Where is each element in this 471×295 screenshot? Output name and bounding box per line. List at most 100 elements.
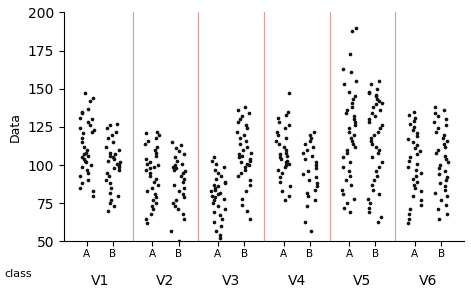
Point xyxy=(375,164,382,169)
Point xyxy=(237,171,244,175)
Point xyxy=(218,224,225,229)
Point xyxy=(378,123,386,128)
Point xyxy=(440,108,447,112)
Point xyxy=(365,89,373,94)
Point xyxy=(311,198,319,203)
Point xyxy=(303,190,311,195)
Point xyxy=(211,198,218,203)
Point xyxy=(220,164,228,169)
Point xyxy=(175,149,182,154)
Point xyxy=(211,219,218,224)
Point xyxy=(239,148,246,152)
Point xyxy=(436,216,443,221)
Point xyxy=(172,198,180,203)
Point xyxy=(142,216,149,221)
Point xyxy=(81,158,89,163)
Point xyxy=(339,164,346,169)
Point xyxy=(173,158,181,163)
Point xyxy=(413,134,421,138)
Point xyxy=(238,202,246,207)
Point xyxy=(276,152,284,157)
Point xyxy=(238,154,246,158)
Point xyxy=(370,132,378,137)
Point xyxy=(175,189,183,194)
Point xyxy=(441,187,448,192)
Point xyxy=(442,178,450,183)
Point xyxy=(282,150,290,155)
Point xyxy=(287,184,294,189)
Point xyxy=(110,155,117,160)
Point xyxy=(430,120,438,125)
Point xyxy=(171,183,178,187)
Point xyxy=(440,132,448,137)
Point xyxy=(367,82,375,86)
Point xyxy=(147,212,155,216)
Point xyxy=(413,161,421,166)
Point xyxy=(211,195,219,199)
Point xyxy=(154,183,162,187)
Point xyxy=(410,124,418,129)
Point xyxy=(88,117,96,122)
Point xyxy=(339,187,346,192)
Point xyxy=(345,129,353,134)
Point xyxy=(153,154,160,158)
Point xyxy=(211,210,218,215)
Point xyxy=(152,192,159,196)
Point xyxy=(104,135,111,140)
Point xyxy=(365,120,373,125)
Point xyxy=(307,228,315,233)
Point xyxy=(405,212,413,216)
Point xyxy=(106,150,113,155)
Point xyxy=(306,132,314,137)
Point xyxy=(149,207,156,212)
Point xyxy=(347,70,355,74)
Point xyxy=(245,111,253,116)
Point xyxy=(276,155,284,160)
Point xyxy=(281,126,289,131)
Point xyxy=(282,135,290,140)
Point xyxy=(367,135,374,140)
Point xyxy=(246,158,253,163)
Point xyxy=(443,138,450,143)
Point xyxy=(236,117,244,122)
Point xyxy=(372,93,380,97)
Point xyxy=(309,145,317,149)
Point xyxy=(285,161,292,166)
Point xyxy=(236,141,244,146)
Point xyxy=(276,175,284,180)
Point xyxy=(243,145,251,149)
Point xyxy=(274,132,282,137)
Point xyxy=(351,145,358,149)
Point xyxy=(350,117,357,122)
Point xyxy=(285,193,293,198)
Point xyxy=(299,150,307,155)
Point xyxy=(374,219,382,224)
Point xyxy=(214,171,222,175)
Point xyxy=(80,152,88,157)
Point xyxy=(76,173,84,178)
Point xyxy=(179,180,187,184)
Point xyxy=(278,171,285,175)
Point xyxy=(151,180,158,184)
Point xyxy=(350,114,357,119)
Point xyxy=(351,123,359,128)
Point xyxy=(284,109,292,114)
Point xyxy=(113,161,121,166)
Point xyxy=(313,181,320,186)
Point xyxy=(376,108,383,112)
Point xyxy=(246,216,254,221)
Point xyxy=(78,140,86,145)
Point xyxy=(217,173,225,178)
Point xyxy=(378,160,386,164)
Point xyxy=(79,131,86,135)
Point xyxy=(83,148,91,152)
Point xyxy=(438,198,445,203)
Point xyxy=(179,161,186,166)
Point xyxy=(237,160,244,164)
Point xyxy=(349,97,357,102)
Point xyxy=(152,176,160,181)
Point xyxy=(212,176,220,181)
Point xyxy=(406,122,414,126)
Point xyxy=(172,146,180,151)
Point xyxy=(417,171,425,175)
